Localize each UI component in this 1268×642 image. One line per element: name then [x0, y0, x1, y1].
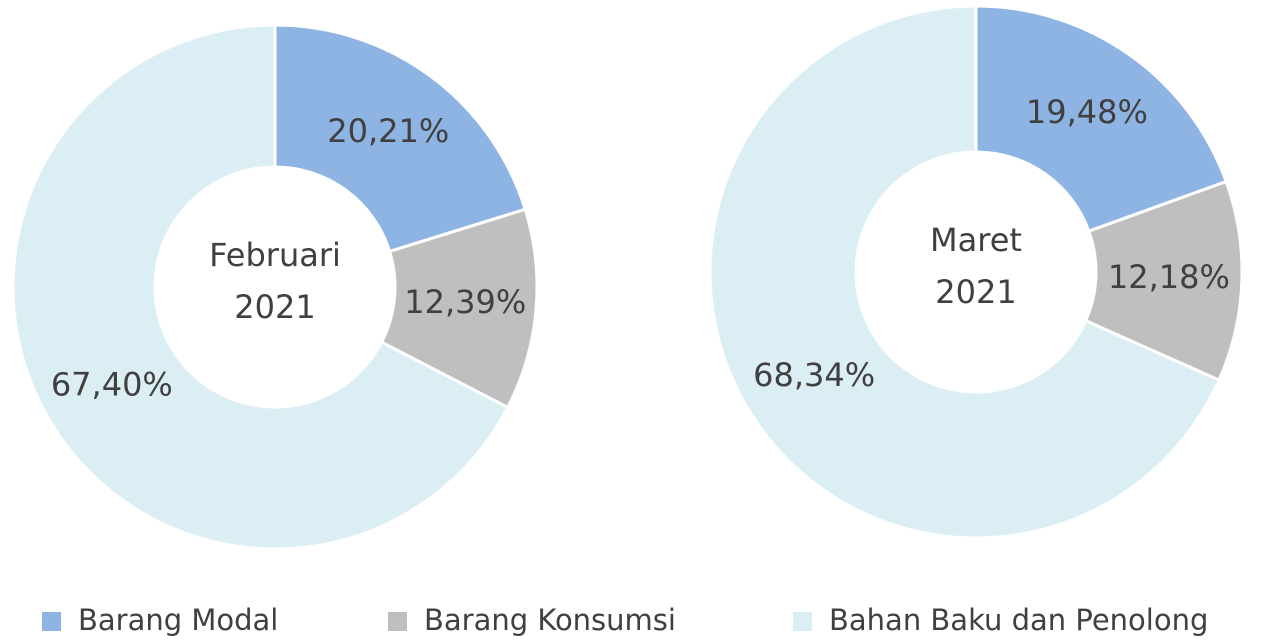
data-label: 12,18% [1108, 258, 1230, 296]
legend-label: Bahan Baku dan Penolong [829, 603, 1208, 637]
data-label: 12,39% [404, 283, 526, 321]
legend-swatch [42, 612, 61, 631]
legend-swatch [388, 612, 407, 631]
legend-label: Barang Modal [78, 603, 278, 637]
legend-label: Barang Konsumsi [424, 603, 676, 637]
center-label: Februari [209, 236, 341, 274]
center-label: Maret [930, 221, 1022, 259]
donut-slice [974, 4, 1229, 234]
donut-slice [708, 4, 1222, 540]
data-label: 68,34% [753, 356, 875, 394]
donut-slice [11, 23, 510, 551]
data-label: 20,21% [327, 112, 449, 150]
donut-slice [273, 23, 528, 254]
data-label: 19,48% [1026, 93, 1148, 131]
data-label: 67,40% [51, 365, 173, 403]
legend-swatch [793, 612, 812, 631]
center-label: 2021 [935, 273, 1016, 311]
center-label: 2021 [234, 288, 315, 326]
donut-slice [379, 207, 539, 410]
